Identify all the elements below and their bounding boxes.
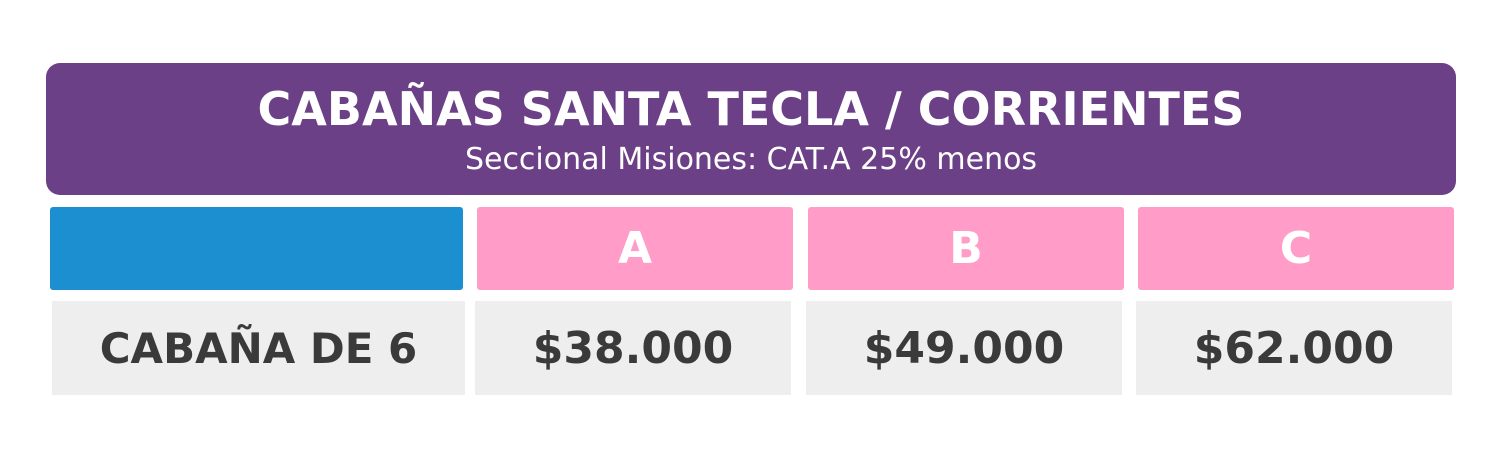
corner-cell bbox=[50, 207, 463, 290]
row-label: CABAÑA DE 6 bbox=[52, 301, 465, 395]
subtitle: Seccional Misiones: CAT.A 25% menos bbox=[464, 141, 1038, 177]
header: CABAÑAS SANTA TECLA / CORRIENTES Seccion… bbox=[46, 63, 1456, 195]
column-header: A bbox=[477, 207, 793, 290]
price-cell: $49.000 bbox=[806, 301, 1122, 395]
title: CABAÑAS SANTA TECLA / CORRIENTES bbox=[257, 81, 1245, 136]
price-cell: $62.000 bbox=[1136, 301, 1452, 395]
column-header: B bbox=[808, 207, 1124, 290]
price-cell: $38.000 bbox=[475, 301, 791, 395]
column-header: C bbox=[1138, 207, 1454, 290]
